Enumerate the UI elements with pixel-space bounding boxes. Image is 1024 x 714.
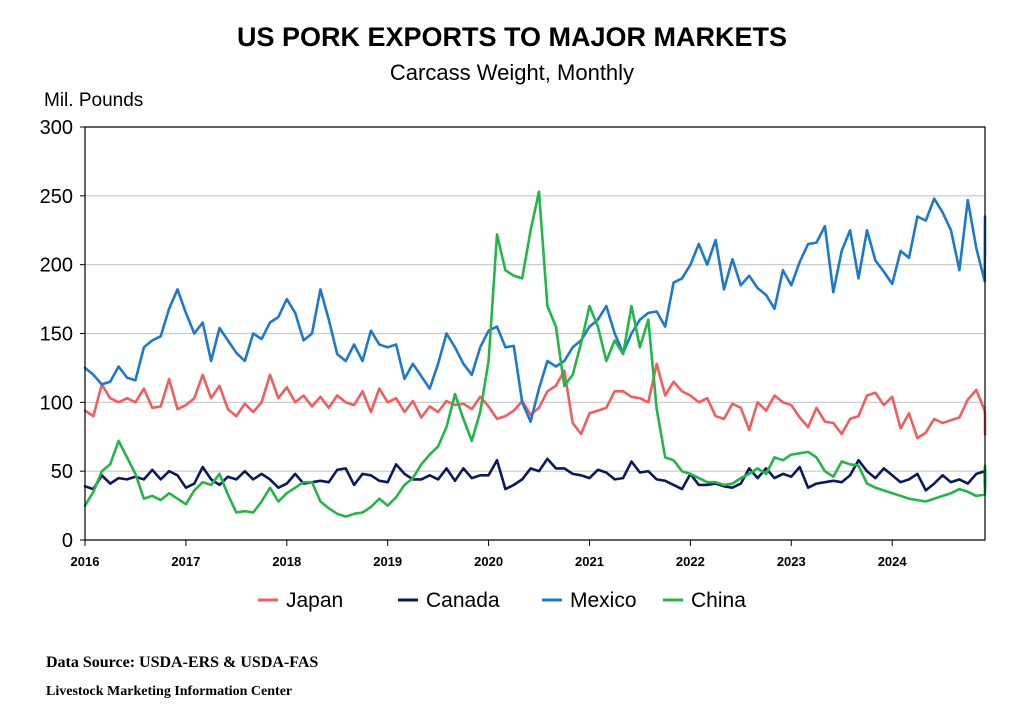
x-tick-label: 2023 (777, 554, 806, 569)
legend-label: Japan (286, 589, 343, 612)
y-tick-label: 300 (40, 117, 73, 139)
x-axis-ticks: 2016 2017 2018 2019 2020 2021 2022 2023 2024 (71, 540, 908, 569)
series-line-japan (83, 362, 987, 440)
x-tick-label: 2022 (676, 554, 705, 569)
legend-item-japan: Japan (258, 589, 343, 612)
data-source-note: Data Source: USDA-ERS & USDA-FAS (46, 654, 319, 671)
x-tick-label: 2020 (474, 554, 503, 569)
legend-label: Canada (426, 589, 500, 612)
credit-note: Livestock Marketing Information Center (46, 684, 293, 699)
x-tick-label: 2017 (171, 554, 200, 569)
x-tick-label: 2016 (71, 554, 100, 569)
x-tick-label: 2021 (575, 554, 604, 569)
y-tick-label: 150 (40, 324, 73, 346)
x-tick-label: 2019 (373, 554, 402, 569)
legend-label: Mexico (570, 589, 637, 612)
y-tick-label: 250 (40, 186, 73, 208)
series-line-canada (83, 457, 987, 492)
chart-subtitle: Carcass Weight, Monthly (389, 60, 635, 85)
legend-item-mexico: Mexico (542, 589, 637, 612)
y-axis-ticks: 0 50 100 150 200 250 300 (40, 117, 85, 552)
legend-label: China (691, 589, 746, 612)
y-tick-label: 50 (51, 461, 73, 483)
series-line-china (83, 190, 987, 518)
legend-item-canada: Canada (398, 589, 500, 612)
series-lines (83, 190, 987, 518)
y-tick-label: 0 (62, 530, 73, 552)
chart-title: US PORK EXPORTS TO MAJOR MARKETS (236, 22, 788, 52)
y-axis-label: Mil. Pounds (44, 90, 143, 111)
legend-item-china: China (663, 589, 746, 612)
legend: Japan Canada Mexico China (258, 589, 746, 612)
y-tick-label: 100 (40, 392, 73, 414)
x-tick-label: 2018 (272, 554, 301, 569)
y-tick-label: 200 (40, 255, 73, 277)
x-tick-label: 2024 (878, 554, 908, 569)
